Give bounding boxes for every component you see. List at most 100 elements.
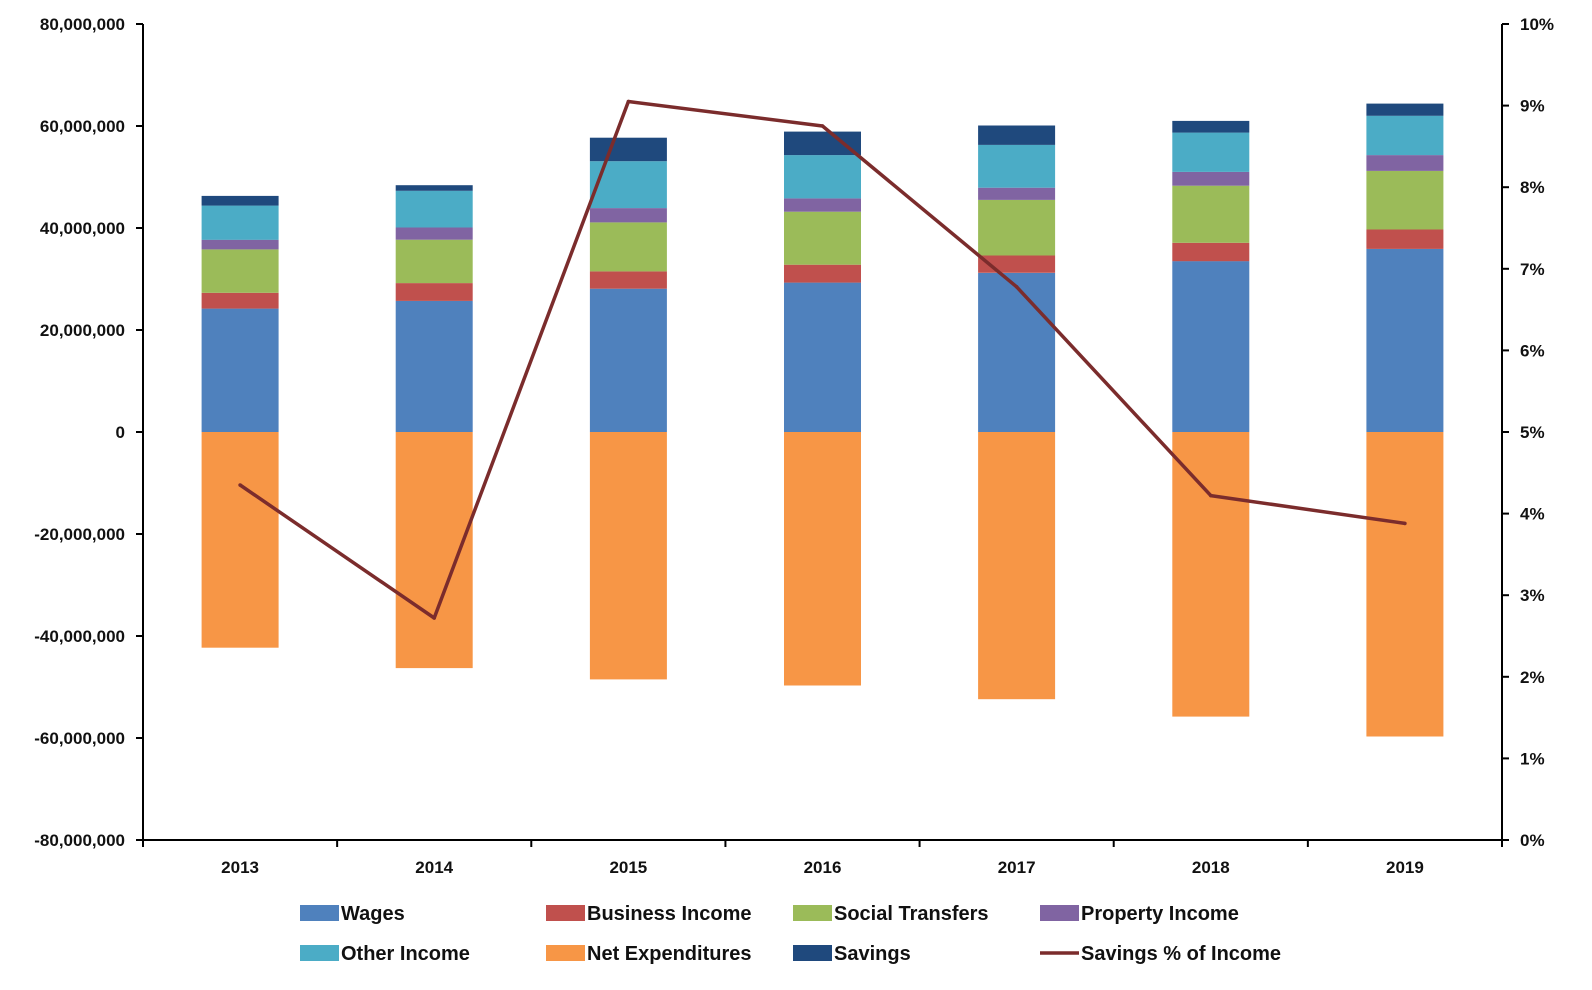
x-tick-label-2014: 2014 bbox=[415, 858, 453, 877]
line-point-2017 bbox=[1014, 285, 1019, 289]
bar-social-transfers-2014 bbox=[395, 239, 473, 284]
bar-net-expenditures-2016 bbox=[784, 432, 861, 686]
bar-business-income-2017 bbox=[978, 255, 1056, 273]
bar-social-transfers-2018 bbox=[1172, 185, 1250, 243]
line-point-2019 bbox=[1403, 521, 1407, 526]
legend-label: Net Expenditures bbox=[587, 943, 751, 965]
legend-item-property-income: Property Income bbox=[1040, 903, 1239, 925]
legend-item-wages: Wages bbox=[300, 903, 405, 925]
bar-other-income-2014 bbox=[395, 190, 473, 228]
bar-social-transfers-2017 bbox=[978, 199, 1056, 256]
legend-swatch bbox=[793, 945, 832, 961]
bar-property-income-2016 bbox=[784, 198, 861, 212]
y-tick-label: -80,000,000 bbox=[34, 831, 125, 850]
y2-tick-label: 3% bbox=[1520, 586, 1545, 605]
bar-business-income-2014 bbox=[395, 283, 473, 301]
bar-net-expenditures-2017 bbox=[978, 432, 1056, 700]
bar-social-transfers-2013 bbox=[201, 249, 279, 293]
legend-swatch bbox=[546, 905, 585, 921]
bar-savings-2013 bbox=[201, 195, 279, 206]
x-tick-label-2016: 2016 bbox=[804, 858, 842, 877]
bar-property-income-2013 bbox=[201, 239, 279, 250]
bar-savings-2015 bbox=[589, 137, 667, 162]
legend-label: Savings % of Income bbox=[1081, 943, 1281, 965]
bar-other-income-2016 bbox=[784, 155, 861, 199]
bar-wages-2019 bbox=[1366, 248, 1444, 432]
legend-item-other-income: Other Income bbox=[300, 943, 470, 965]
legend-swatch bbox=[546, 945, 585, 961]
bar-savings-2018 bbox=[1172, 120, 1250, 133]
line-point-2013 bbox=[238, 483, 242, 487]
y2-tick-label: 4% bbox=[1520, 505, 1545, 524]
bar-layer bbox=[201, 103, 1444, 737]
legend-label: Other Income bbox=[341, 943, 470, 965]
bar-net-expenditures-2018 bbox=[1172, 432, 1250, 717]
bar-other-income-2017 bbox=[978, 144, 1056, 188]
bar-wages-2017 bbox=[978, 272, 1056, 432]
y-tick-label: 80,000,000 bbox=[40, 15, 125, 34]
y2-tick-label: 5% bbox=[1520, 423, 1545, 442]
line-layer bbox=[238, 99, 1407, 620]
y-tick-label: 0 bbox=[116, 423, 125, 442]
bar-wages-2015 bbox=[589, 288, 667, 432]
y-tick-label: 40,000,000 bbox=[40, 219, 125, 238]
bar-net-expenditures-2019 bbox=[1366, 432, 1444, 737]
bar-property-income-2018 bbox=[1172, 171, 1250, 186]
legend-label: Social Transfers bbox=[834, 903, 989, 925]
y2-tick-label: 1% bbox=[1520, 749, 1545, 768]
bar-business-income-2018 bbox=[1172, 242, 1250, 262]
x-tick-label-2017: 2017 bbox=[998, 858, 1036, 877]
bar-property-income-2017 bbox=[978, 187, 1056, 200]
bar-social-transfers-2015 bbox=[589, 222, 667, 272]
y2-tick-label: 6% bbox=[1520, 341, 1545, 360]
bar-other-income-2019 bbox=[1366, 115, 1444, 156]
bar-savings-2019 bbox=[1366, 103, 1444, 116]
legend-label: Savings bbox=[834, 943, 911, 965]
legend-swatch bbox=[1040, 905, 1079, 921]
legend-swatch bbox=[300, 945, 339, 961]
y2-tick-label: 8% bbox=[1520, 178, 1545, 197]
legend-item-business-income: Business Income bbox=[546, 903, 752, 925]
y2-tick-label: 9% bbox=[1520, 97, 1545, 116]
x-axis-ticks: 2013 2014 2015 2016 2017 2018 2019 bbox=[142, 840, 1503, 877]
bar-other-income-2013 bbox=[201, 205, 279, 240]
bar-business-income-2019 bbox=[1366, 229, 1444, 249]
legend-label: Wages bbox=[341, 903, 405, 925]
line-point-2015 bbox=[626, 99, 631, 104]
bar-social-transfers-2016 bbox=[784, 211, 861, 265]
bar-savings-2014 bbox=[395, 185, 473, 191]
bar-other-income-2018 bbox=[1172, 132, 1250, 172]
y-tick-label: 20,000,000 bbox=[40, 321, 125, 340]
x-tick-label-2018: 2018 bbox=[1192, 858, 1230, 877]
legend-item-savings: Savings bbox=[793, 943, 911, 965]
legend-item-net-expenditures: Net Expenditures bbox=[546, 943, 751, 965]
legend-item-social-transfers: Social Transfers bbox=[793, 903, 989, 925]
y2-tick-label: 2% bbox=[1520, 668, 1545, 687]
bar-business-income-2015 bbox=[589, 271, 667, 289]
bar-social-transfers-2019 bbox=[1366, 170, 1444, 230]
bar-property-income-2015 bbox=[589, 208, 667, 223]
y2-tick-label: 10% bbox=[1520, 15, 1554, 34]
y2-tick-label: 7% bbox=[1520, 260, 1545, 279]
legend-label: Property Income bbox=[1081, 903, 1239, 925]
y2-axis-ticks: 10% 9% 8% 7% 6% 5% 4% 3% 2% 1% 0% bbox=[1502, 15, 1554, 850]
line-point-2018 bbox=[1209, 493, 1213, 498]
bar-business-income-2013 bbox=[201, 292, 279, 309]
y2-tick-label: 0% bbox=[1520, 831, 1545, 850]
bar-property-income-2019 bbox=[1366, 155, 1444, 171]
y-axis-ticks: 80,000,000 60,000,000 40,000,000 20,000,000… bbox=[34, 15, 143, 850]
bar-wages-2013 bbox=[201, 308, 279, 432]
bar-net-expenditures-2013 bbox=[201, 432, 279, 648]
line-point-2014 bbox=[432, 616, 437, 620]
x-tick-label-2019: 2019 bbox=[1386, 858, 1424, 877]
legend-item-savings-of-income: Savings % of Income bbox=[1040, 943, 1281, 965]
bar-savings-2017 bbox=[978, 125, 1056, 145]
y-tick-label: -60,000,000 bbox=[34, 729, 125, 748]
legend-swatch bbox=[793, 905, 832, 921]
bar-business-income-2016 bbox=[784, 264, 861, 283]
bar-wages-2014 bbox=[395, 300, 473, 432]
bar-wages-2018 bbox=[1172, 261, 1250, 432]
legend-label: Business Income bbox=[587, 903, 752, 925]
y-tick-label: -20,000,000 bbox=[34, 525, 125, 544]
